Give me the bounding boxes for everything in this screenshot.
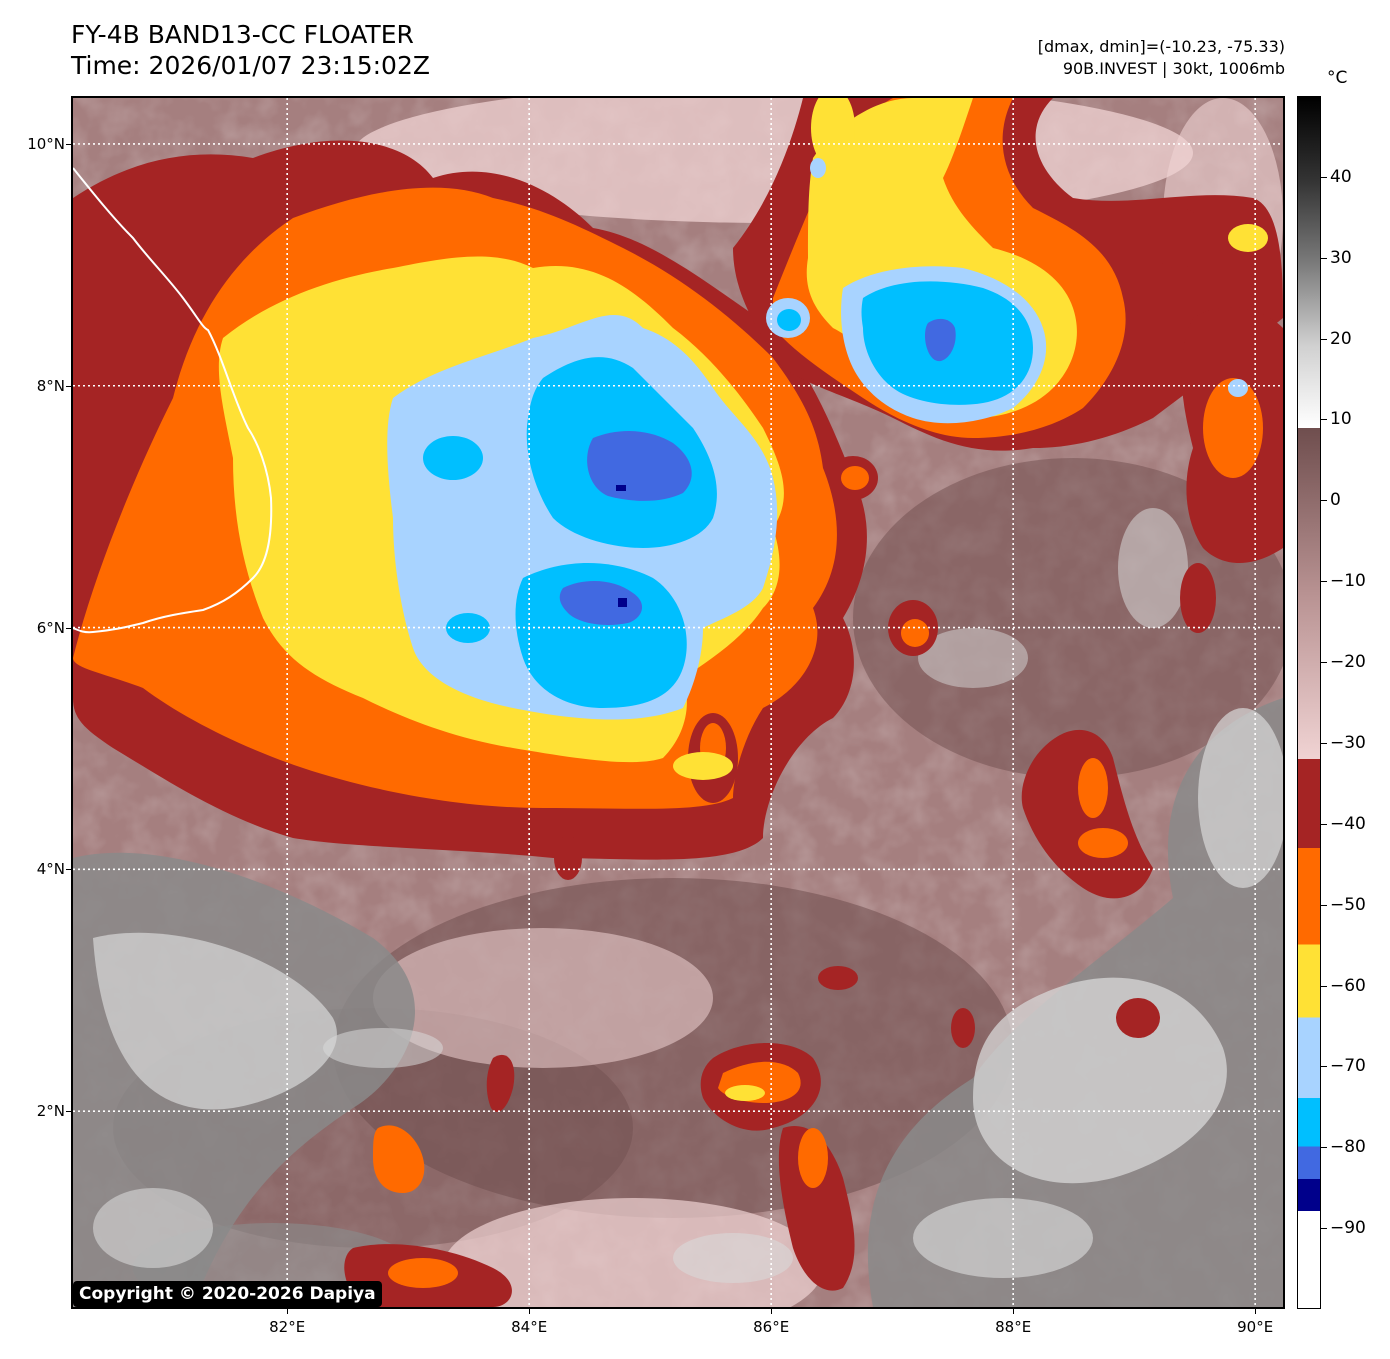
colorbar-label: −60 — [1330, 975, 1366, 996]
colorbar-tick — [1321, 985, 1327, 987]
lon-tick — [287, 1309, 289, 1314]
lat-tick — [66, 143, 71, 145]
colorbar-label: 10 — [1330, 409, 1352, 430]
graticule — [73, 98, 1283, 1307]
colorbar-tick — [1321, 1066, 1327, 1068]
data-range-info: [dmax, dmin]=(-10.23, -75.33) — [1037, 37, 1285, 56]
figure-time: Time: 2026/01/07 23:15:02Z — [71, 51, 430, 80]
colorbar-tick — [1321, 823, 1327, 825]
lat-label: 2°N — [36, 1102, 65, 1121]
colorbar-label: −50 — [1330, 894, 1366, 915]
colorbar-label: −70 — [1330, 1056, 1366, 1077]
colorbar — [1297, 96, 1321, 1309]
figure-title: FY-4B BAND13-CC FLOATER — [71, 20, 414, 49]
colorbar-label: −20 — [1330, 652, 1366, 673]
lat-label: 4°N — [36, 860, 65, 879]
colorbar-tick — [1321, 742, 1327, 744]
cloud-layer — [73, 98, 1283, 1307]
lon-label: 88°E — [995, 1318, 1032, 1336]
lon-tick — [1013, 1309, 1015, 1314]
colorbar-label: 40 — [1330, 166, 1352, 187]
lon-label: 82°E — [269, 1318, 306, 1336]
lat-tick — [66, 1111, 71, 1113]
lon-tick — [1255, 1309, 1257, 1314]
colorbar-tick — [1321, 257, 1327, 259]
lat-label: 6°N — [36, 618, 65, 637]
sri-lanka-coastline — [73, 167, 273, 634]
colorbar-label: −30 — [1330, 732, 1366, 753]
satellite-map — [71, 96, 1285, 1309]
lat-tick — [66, 385, 71, 387]
colorbar-label: −80 — [1330, 1137, 1366, 1158]
colorbar-label: −10 — [1330, 571, 1366, 592]
colorbar-tick — [1321, 1228, 1327, 1230]
colorbar-label: −40 — [1330, 813, 1366, 834]
map-canvas — [73, 98, 1283, 1307]
colorbar-label: 20 — [1330, 328, 1352, 349]
colorbar-label: −90 — [1330, 1218, 1366, 1239]
copyright-badge: Copyright © 2020-2026 Dapiya — [73, 1281, 382, 1307]
lon-label: 86°E — [753, 1318, 790, 1336]
colorbar-tick — [1321, 500, 1327, 502]
lat-tick — [66, 627, 71, 629]
lat-label: 10°N — [27, 134, 65, 153]
colorbar-tick — [1321, 176, 1327, 178]
colorbar-tick — [1321, 904, 1327, 906]
lon-tick — [771, 1309, 773, 1314]
colorbar-unit: °C — [1327, 68, 1348, 88]
lon-tick — [529, 1309, 531, 1314]
lon-label: 90°E — [1237, 1318, 1274, 1336]
colorbar-tick — [1321, 581, 1327, 583]
colorbar-tick — [1321, 662, 1327, 664]
lat-label: 8°N — [36, 376, 65, 395]
lon-label: 84°E — [511, 1318, 548, 1336]
colorbar-tick — [1321, 419, 1327, 421]
lat-tick — [66, 869, 71, 871]
storm-info: 90B.INVEST | 30kt, 1006mb — [1062, 59, 1285, 78]
colorbar-tick — [1321, 338, 1327, 340]
colorbar-tick — [1321, 1147, 1327, 1149]
colorbar-label: 0 — [1330, 490, 1341, 511]
colorbar-label: 30 — [1330, 247, 1352, 268]
